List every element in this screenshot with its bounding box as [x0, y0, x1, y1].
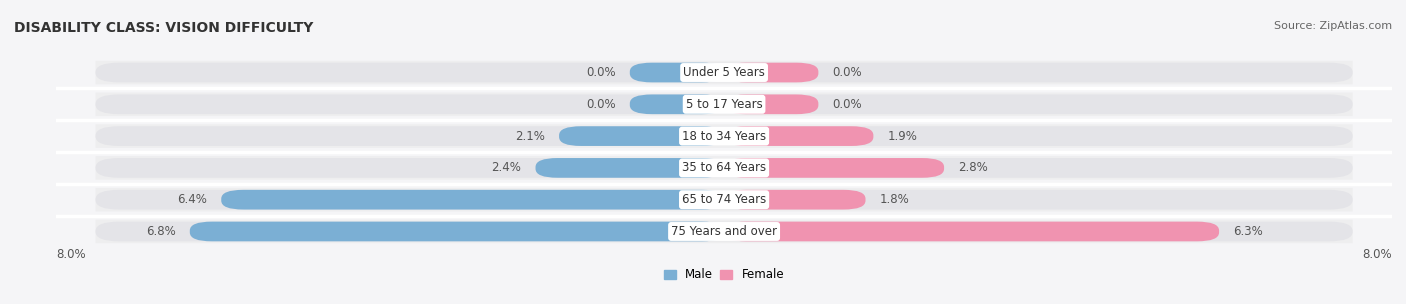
- Text: 2.1%: 2.1%: [515, 130, 546, 143]
- FancyBboxPatch shape: [96, 95, 1353, 114]
- FancyBboxPatch shape: [724, 63, 818, 82]
- Text: 8.0%: 8.0%: [56, 248, 86, 261]
- Text: 65 to 74 Years: 65 to 74 Years: [682, 193, 766, 206]
- FancyBboxPatch shape: [96, 92, 1353, 116]
- FancyBboxPatch shape: [724, 95, 818, 114]
- Text: 0.0%: 0.0%: [832, 98, 862, 111]
- FancyBboxPatch shape: [96, 220, 1353, 243]
- Text: 6.8%: 6.8%: [146, 225, 176, 238]
- FancyBboxPatch shape: [96, 222, 1353, 241]
- Text: 18 to 34 Years: 18 to 34 Years: [682, 130, 766, 143]
- Text: 5 to 17 Years: 5 to 17 Years: [686, 98, 762, 111]
- Text: DISABILITY CLASS: VISION DIFFICULTY: DISABILITY CLASS: VISION DIFFICULTY: [14, 21, 314, 35]
- FancyBboxPatch shape: [630, 95, 724, 114]
- Text: 35 to 64 Years: 35 to 64 Years: [682, 161, 766, 174]
- FancyBboxPatch shape: [724, 222, 1219, 241]
- Text: 1.8%: 1.8%: [880, 193, 910, 206]
- Text: 75 Years and over: 75 Years and over: [671, 225, 778, 238]
- Text: 6.3%: 6.3%: [1233, 225, 1263, 238]
- FancyBboxPatch shape: [221, 190, 724, 209]
- FancyBboxPatch shape: [724, 190, 866, 209]
- Text: Under 5 Years: Under 5 Years: [683, 66, 765, 79]
- FancyBboxPatch shape: [96, 61, 1353, 84]
- FancyBboxPatch shape: [630, 63, 724, 82]
- FancyBboxPatch shape: [560, 126, 724, 146]
- FancyBboxPatch shape: [724, 158, 943, 178]
- FancyBboxPatch shape: [190, 222, 724, 241]
- FancyBboxPatch shape: [96, 190, 1353, 209]
- FancyBboxPatch shape: [96, 63, 1353, 82]
- Text: 6.4%: 6.4%: [177, 193, 207, 206]
- FancyBboxPatch shape: [96, 188, 1353, 212]
- FancyBboxPatch shape: [96, 124, 1353, 148]
- FancyBboxPatch shape: [96, 126, 1353, 146]
- Text: 0.0%: 0.0%: [586, 98, 616, 111]
- Legend: Male, Female: Male, Female: [659, 264, 789, 286]
- Text: 1.9%: 1.9%: [887, 130, 917, 143]
- Text: 2.4%: 2.4%: [492, 161, 522, 174]
- FancyBboxPatch shape: [96, 158, 1353, 178]
- FancyBboxPatch shape: [96, 156, 1353, 180]
- Text: 0.0%: 0.0%: [832, 66, 862, 79]
- FancyBboxPatch shape: [536, 158, 724, 178]
- Text: 2.8%: 2.8%: [959, 161, 988, 174]
- Text: 0.0%: 0.0%: [586, 66, 616, 79]
- FancyBboxPatch shape: [724, 126, 873, 146]
- Text: Source: ZipAtlas.com: Source: ZipAtlas.com: [1274, 21, 1392, 31]
- Text: 8.0%: 8.0%: [1362, 248, 1392, 261]
